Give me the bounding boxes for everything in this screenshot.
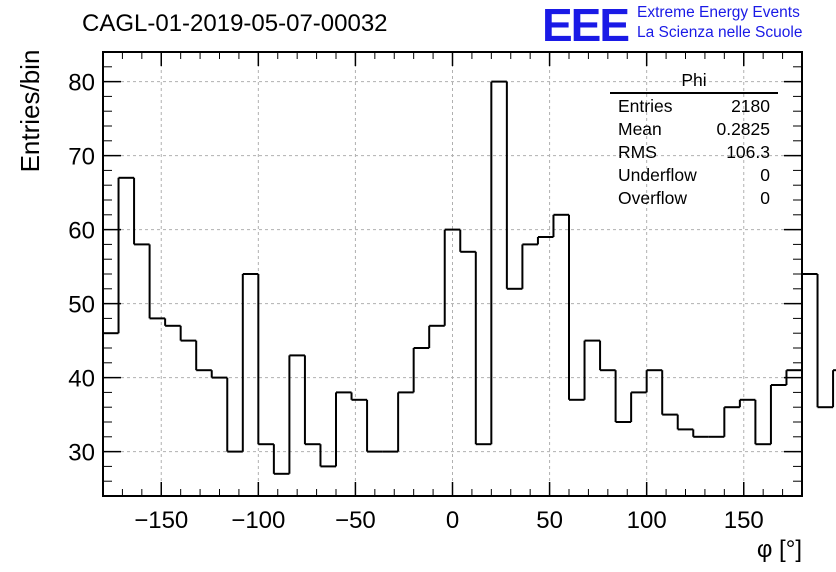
x-tick-label: 0 — [446, 507, 459, 534]
x-tick-label: −50 — [335, 507, 376, 534]
y-tick-label: 70 — [68, 144, 95, 171]
chart-title: CAGL-01-2019-05-07-00032 — [82, 10, 388, 37]
x-tick-label: 150 — [724, 507, 764, 534]
stats-divider — [610, 92, 778, 94]
eee-logo: EEE — [542, 0, 630, 51]
histogram-bins — [102, 80, 836, 496]
y-axis-label: Entries/bin — [15, 49, 45, 173]
x-tick-label: −150 — [134, 507, 188, 534]
y-tick-label: 50 — [68, 292, 95, 319]
stats-row-rms: RMS 106.3 — [618, 142, 770, 162]
stats-box: Phi Entries 2180 Mean 0.2825 RMS 106.3 Unde… — [610, 70, 778, 210]
y-tick-label: 60 — [68, 218, 95, 245]
y-tick-label: 30 — [68, 440, 95, 467]
stats-row-mean: Mean 0.2825 — [618, 119, 770, 139]
x-tick-label: 50 — [536, 507, 563, 534]
logo-line-1: Extreme Energy Events — [637, 4, 800, 21]
tick-labels: −150 −100 −50 0 50 100 150 30 40 50 60 70 80 — [68, 70, 763, 534]
y-tick-label: 80 — [68, 70, 95, 97]
stats-row-underflow: Underflow 0 — [618, 165, 770, 185]
plot-frame — [102, 51, 803, 497]
x-tick-label: −100 — [231, 507, 285, 534]
x-axis-label: φ [°] — [756, 536, 802, 563]
y-tick-label: 40 — [68, 366, 95, 393]
stats-name: Phi — [681, 70, 707, 90]
x-tick-label: 100 — [627, 507, 667, 534]
logo-line-2: La Scienza nelle Scuole — [637, 24, 803, 41]
axis-ticks — [102, 51, 803, 497]
stats-row-entries: Entries 2180 — [618, 96, 770, 116]
stats-row-overflow: Overflow 0 — [618, 188, 770, 208]
